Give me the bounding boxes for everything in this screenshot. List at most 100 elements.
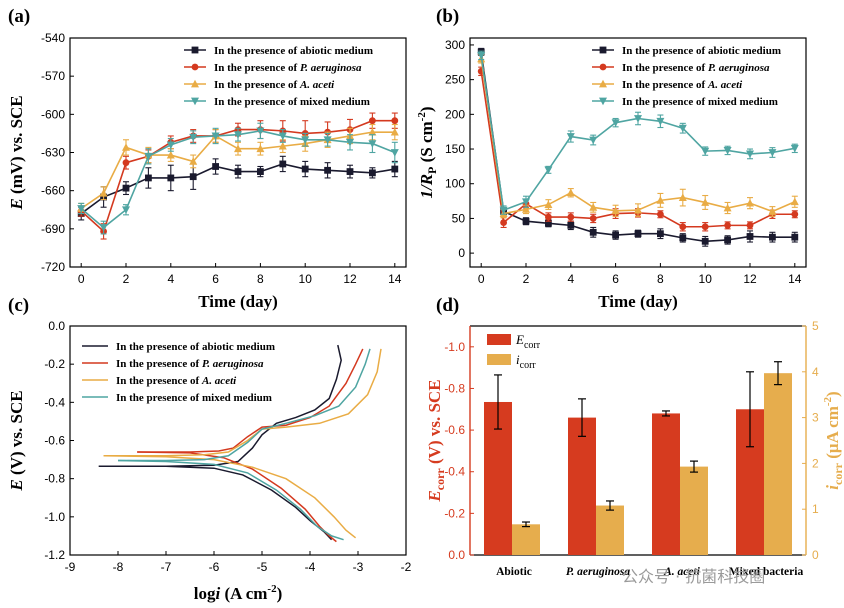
data-point (189, 157, 198, 165)
panel-label: (a) (8, 6, 30, 27)
y-tick-label: -630 (41, 146, 65, 160)
cathodic-branch (98, 465, 333, 541)
data-point (211, 132, 220, 141)
data-point (324, 166, 331, 174)
data-point (701, 198, 710, 206)
data-point (768, 149, 777, 157)
y-tick-label-left: -1.0 (444, 340, 465, 354)
data-point (746, 150, 754, 159)
legend-entry: In the presence of abiotic medium (116, 341, 275, 353)
data-point (122, 159, 130, 167)
data-point (77, 205, 86, 213)
y-tick-label: -720 (41, 260, 65, 274)
series-a-aceti (477, 54, 799, 219)
legend-entry: In the presence of A. aceti (116, 375, 237, 387)
data-point (99, 224, 108, 232)
data-point (723, 147, 732, 155)
y-tick-label: -0.2 (44, 357, 65, 371)
data-point (657, 210, 664, 218)
y-tick-label: 0.0 (48, 319, 65, 333)
x-tick-label: 10 (699, 272, 713, 286)
y-tick-label: -690 (41, 222, 65, 236)
y-tick-label: -600 (41, 107, 65, 121)
series-mixed-medium (477, 50, 799, 215)
data-point (522, 205, 530, 213)
data-point (791, 233, 799, 241)
data-point (545, 219, 552, 227)
x-tick-label: -8 (113, 560, 124, 574)
category-label: P. aeruginosa (566, 566, 631, 578)
data-point (678, 124, 687, 133)
data-point (122, 184, 130, 192)
data-point (234, 144, 242, 153)
y-tick-label-left: -0.4 (444, 465, 465, 479)
panel-b: 0 2 4 6 8 10 12 14 0 50 100 150 200 250 300 Time (day) 1… (416, 6, 807, 311)
data-point (790, 197, 799, 206)
data-point (522, 217, 530, 225)
bar-ecorr (568, 417, 596, 555)
category-label: Mixed bacteria (729, 566, 804, 578)
bar-icorr (764, 373, 792, 555)
data-point (279, 160, 287, 168)
data-point (234, 168, 242, 175)
data-point (544, 200, 553, 208)
data-point (544, 166, 553, 175)
legend-swatch (487, 334, 511, 345)
data-point (369, 169, 376, 177)
data-point (256, 127, 265, 136)
legend-swatch-marker (191, 63, 199, 71)
legend-swatch-marker (599, 63, 607, 71)
data-point (212, 163, 219, 170)
x-tick-label: 8 (657, 272, 664, 286)
curve-mixed-medium (117, 348, 371, 541)
data-point (566, 188, 575, 197)
y-tick-label: -1.2 (44, 548, 65, 562)
data-point (746, 198, 754, 207)
x-tick-label: 6 (612, 272, 619, 286)
plot-frame (469, 37, 807, 268)
y-tick-label: 250 (445, 73, 465, 87)
data-point (791, 210, 799, 218)
y-axis-label: E (V) vs. SCE (7, 390, 26, 491)
legend-entry: In the presence of A. aceti (622, 79, 743, 91)
data-point (144, 152, 153, 161)
data-point (189, 133, 198, 142)
y-tick-label: -570 (41, 69, 65, 83)
legend-entry: In the presence of P. aeruginosa (214, 62, 362, 74)
data-point (567, 221, 575, 229)
legend-swatch (487, 354, 511, 365)
anodic-branch (98, 344, 342, 468)
data-point (278, 132, 287, 141)
x-tick-label: 6 (212, 272, 219, 286)
data-point (679, 234, 687, 242)
data-point (589, 203, 598, 211)
bar-icorr (512, 524, 540, 555)
y-tick-label-right: 1 (812, 502, 819, 516)
panel-d: 0.0 -0.2 -0.4 -0.6 -0.8 -1.0 0 1 2 3 4 5 Abiotic P. a… (425, 295, 844, 578)
data-point (522, 198, 530, 206)
data-point (278, 141, 287, 150)
data-point (545, 213, 552, 221)
y-tick-label: 50 (452, 211, 466, 225)
data-point (166, 141, 175, 150)
legend-entry: In the presence of mixed medium (116, 392, 272, 404)
data-point (369, 117, 376, 125)
bar-icorr (596, 505, 624, 555)
data-point (701, 223, 709, 231)
legend-entry: In the presence of mixed medium (214, 96, 370, 108)
x-tick-label: -4 (305, 560, 316, 574)
data-point (589, 215, 597, 222)
panel-label: (b) (436, 6, 459, 27)
anodic-branch (118, 348, 371, 462)
legend-swatch-marker (191, 97, 199, 106)
data-point (145, 174, 152, 182)
data-point (368, 140, 377, 148)
x-tick-label: 12 (743, 272, 757, 286)
data-point (166, 150, 175, 159)
data-point (723, 203, 732, 212)
legend-entry: In the presence of abiotic medium (622, 45, 781, 57)
x-tick-label: 0 (78, 272, 85, 286)
legend-entry: In the presence of P. aeruginosa (116, 358, 264, 370)
x-tick-label: 2 (523, 272, 530, 286)
